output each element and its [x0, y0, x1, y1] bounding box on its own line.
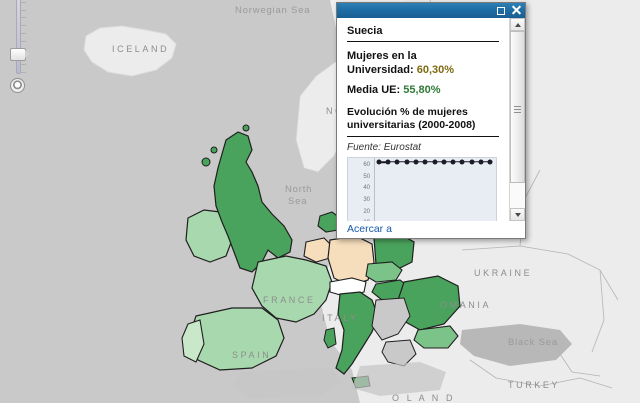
chart-data-point: [376, 159, 382, 165]
zoom-tick: [20, 25, 26, 27]
chart-data-point: [404, 159, 410, 165]
zoom-tick: [20, 9, 26, 11]
chart-y-tick: 60: [363, 162, 370, 168]
popup-section-title: Evolución % de mujeres universitarias (2…: [347, 106, 499, 137]
close-icon[interactable]: [511, 5, 522, 16]
map-zoom-control[interactable]: [6, 0, 30, 94]
stat-university-label-l2: Universidad:: [347, 64, 414, 76]
zoom-tick: [20, 33, 26, 34]
chart-data-point: [450, 159, 456, 165]
chart-data-point: [487, 159, 493, 165]
stat-university: Mujeres en la Universidad: 60,30%: [347, 49, 499, 77]
chart-data-point: [441, 159, 447, 165]
popup-body: Suecia Mujeres en la Universidad: 60,30%…: [337, 18, 525, 221]
region-czech-slovakia: [365, 261, 403, 283]
zoom-to-link[interactable]: Acercar a: [347, 223, 392, 235]
chart-data-point: [469, 159, 475, 165]
water-west-med: [232, 368, 344, 398]
chart-line-segment: [397, 161, 407, 163]
chart-line-segment: [387, 161, 398, 163]
restore-icon[interactable]: [497, 6, 505, 15]
chart-line-segment: [453, 160, 463, 163]
scroll-down-icon[interactable]: [510, 208, 525, 221]
chart-data-point: [394, 159, 400, 165]
region-bulgaria: [413, 325, 459, 349]
zoom-tick: [20, 64, 26, 66]
chart-data-point: [459, 159, 465, 165]
chart-y-tick: 40: [363, 185, 370, 192]
zoom-home-button[interactable]: [10, 78, 25, 93]
chart-data-point: [422, 159, 428, 165]
popup-content: Suecia Mujeres en la Universidad: 60,30%…: [337, 18, 509, 221]
zoom-tick: [20, 1, 26, 3]
chart-line-segment: [481, 160, 491, 163]
region-portugal: [181, 319, 205, 363]
scrollbar-thumb[interactable]: [510, 31, 525, 183]
scroll-up-icon[interactable]: [510, 18, 525, 31]
chart-plot-area: [375, 158, 494, 221]
stat-university-label-l1: Mujeres en la: [347, 50, 417, 62]
zoom-slider-handle[interactable]: [10, 48, 30, 61]
region-ireland: [185, 209, 233, 263]
chart-line-segment: [425, 160, 435, 163]
stat-eu-average-label: Media UE:: [347, 84, 401, 96]
zoom-tick: [20, 40, 26, 42]
zoom-slider-track[interactable]: [16, 0, 21, 74]
region-sardinia: [323, 327, 337, 349]
chart-y-tick: 30: [363, 197, 370, 203]
zoom-tick: [20, 17, 26, 19]
chart-line-segment: [406, 160, 416, 163]
chart-y-tick: 50: [363, 173, 370, 180]
popup-source: Fuente: Eurostat: [347, 142, 421, 153]
water-black-sea: [460, 324, 572, 366]
chart-data-point: [413, 159, 419, 165]
chart-y-tick: 20: [363, 208, 370, 215]
zoom-slider-ticks: [20, 0, 28, 73]
region-balkans: [371, 297, 411, 341]
chart-line-segment: [378, 161, 388, 163]
info-popup[interactable]: Suecia Mujeres en la Universidad: 60,30%…: [336, 2, 526, 239]
chart-line-segment: [471, 160, 482, 163]
stat-eu-average-value: 55,80%: [403, 84, 441, 96]
region-iceland: [83, 25, 177, 77]
stat-university-value: 60,30%: [416, 64, 455, 76]
popup-scrollbar[interactable]: [509, 18, 525, 221]
chart-data-point: [432, 159, 437, 165]
popup-section-title-l1: Evolución % de mujeres: [347, 106, 468, 118]
chart-y-tick: 10: [363, 220, 370, 221]
zoom-tick: [20, 72, 26, 73]
region-italy: [335, 291, 379, 375]
region-switzerland-austria: [329, 277, 367, 297]
chart-data-point: [385, 159, 391, 165]
chart-line-segment: [462, 160, 472, 163]
popup-title: Suecia: [347, 25, 499, 42]
chart-data-point: [478, 159, 484, 165]
water-mediterranean: [352, 362, 446, 396]
popup-titlebar[interactable]: [337, 3, 525, 18]
chart-y-axis: 6050403020100: [348, 158, 375, 221]
stat-eu-average: Media UE: 55,80%: [347, 83, 499, 97]
chart-line-segment: [434, 160, 444, 163]
evolution-chart: 6050403020100: [347, 157, 497, 221]
chart-line-segment: [443, 160, 454, 163]
scrollbar-trough[interactable]: [510, 31, 525, 208]
popup-section-title-l2: universitarias (2000-2008): [347, 119, 476, 131]
region-france: [251, 255, 333, 323]
chart-line-segment: [415, 160, 426, 163]
